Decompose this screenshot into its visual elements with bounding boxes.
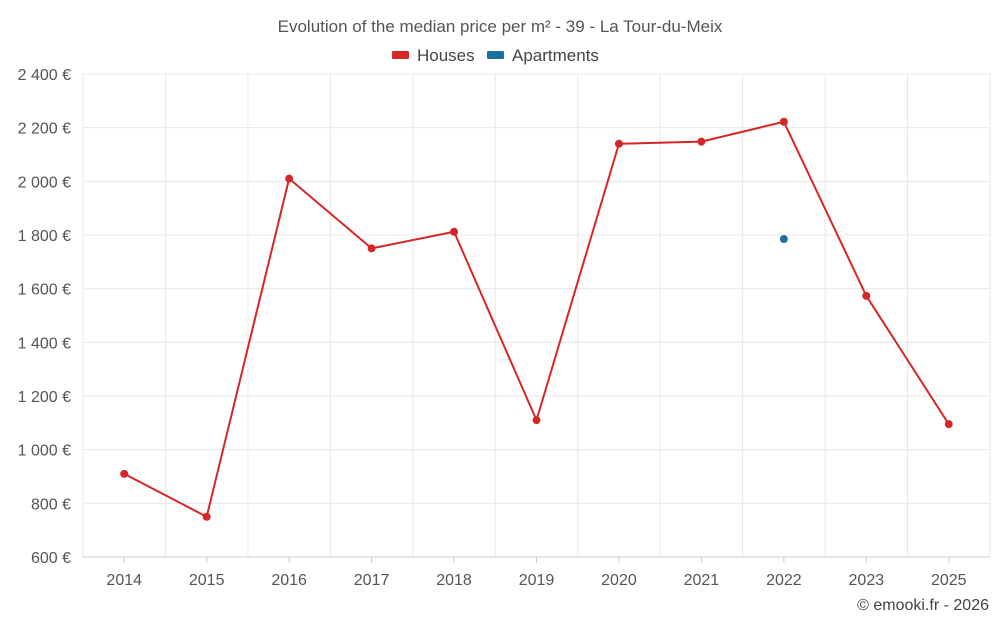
y-tick-label: 1 400 € <box>18 335 71 352</box>
x-tick-label: 2016 <box>271 572 307 589</box>
data-point-houses-2025[interactable] <box>944 420 953 429</box>
data-point-houses-2023[interactable] <box>862 291 871 300</box>
x-axis: 2014 2015 2016 2017 2018 2019 2020 2021 2022 2023… <box>83 556 990 589</box>
legend-item-houses[interactable]: Houses <box>392 46 475 65</box>
y-tick-label: 800 € <box>31 496 71 513</box>
series-houses <box>120 117 953 521</box>
series <box>120 117 953 521</box>
y-tick-label: 2 400 € <box>18 67 71 84</box>
y-tick-label: 1 000 € <box>18 443 71 460</box>
legend-label-apartments: Apartments <box>512 46 599 65</box>
x-tick-label: 2022 <box>766 572 802 589</box>
x-tick-label: 2021 <box>684 572 720 589</box>
legend-swatch-houses <box>392 51 409 59</box>
legend-label-houses: Houses <box>417 46 475 65</box>
credit-text: © emooki.fr - 2026 <box>857 597 989 614</box>
grid <box>82 73 991 558</box>
data-point-houses-2022[interactable] <box>779 117 788 126</box>
y-tick-label: 1 600 € <box>18 282 71 299</box>
data-point-houses-2014[interactable] <box>120 469 129 478</box>
legend-item-apartments[interactable]: Apartments <box>487 46 599 65</box>
x-tick-label: 2017 <box>354 572 390 589</box>
x-tick-label: 2015 <box>189 572 225 589</box>
series-apartments <box>779 235 788 244</box>
x-tick-label: 2018 <box>436 572 472 589</box>
data-point-houses-2018[interactable] <box>450 227 459 236</box>
data-point-houses-2020[interactable] <box>614 139 623 148</box>
data-point-houses-2015[interactable] <box>202 512 211 521</box>
x-tick-label: 2014 <box>106 572 142 589</box>
legend: Houses Apartments <box>392 46 599 65</box>
y-tick-label: 2 200 € <box>18 121 71 138</box>
x-tick-label: 2025 <box>931 572 967 589</box>
y-tick-label: 1 800 € <box>18 228 71 245</box>
y-tick-label: 1 200 € <box>18 389 71 406</box>
x-tick-label: 2023 <box>849 572 885 589</box>
data-point-apartments-2022[interactable] <box>779 235 788 244</box>
x-tick-label: 2020 <box>601 572 637 589</box>
data-point-houses-2017[interactable] <box>367 244 376 253</box>
data-point-houses-2016[interactable] <box>285 174 294 183</box>
y-axis: 600 € 800 € 1 000 € 1 200 € 1 400 € 1 600 € 1 … <box>18 67 71 567</box>
legend-swatch-apartments <box>487 51 504 59</box>
y-tick-label: 2 000 € <box>18 174 71 191</box>
data-point-houses-2019[interactable] <box>532 416 541 425</box>
y-tick-label: 600 € <box>31 550 71 567</box>
chart-title: Evolution of the median price per m² - 3… <box>278 17 723 36</box>
data-point-houses-2021[interactable] <box>697 137 706 146</box>
x-tick-label: 2019 <box>519 572 555 589</box>
